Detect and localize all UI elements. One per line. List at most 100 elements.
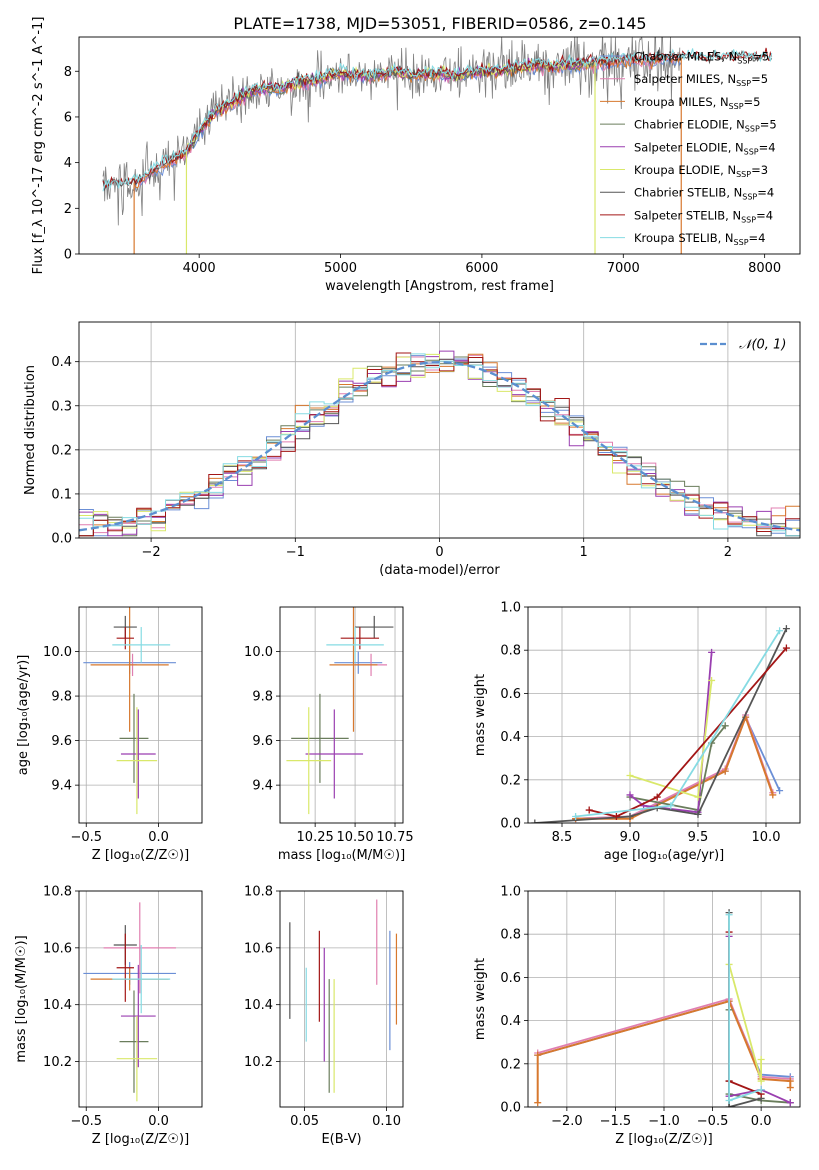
weight-marker	[708, 648, 716, 656]
model-spectrum	[102, 48, 773, 192]
panel-weight-vs-Z: −2.0 −1.5 −1.0 −0.5 0.0 0.0 0.2 0.4 0.6 0.8 1.0 Z […	[473, 885, 801, 1147]
x-tick-label: 0.0	[148, 830, 169, 845]
x-tick-label: 0.10	[372, 1114, 401, 1129]
plot-area	[83, 902, 176, 1102]
weight-line	[575, 714, 781, 820]
weight-marker	[721, 767, 729, 775]
y-tick-label: 1.0	[500, 601, 521, 616]
legend-label: Salpeter MILES, NSSP=5	[634, 72, 768, 88]
weight-marker	[757, 1086, 765, 1094]
panel-residuals: −2 −1 0 1 2 0.0 0.1 0.2 0.3 0.4 (data-model)/error…	[23, 321, 801, 578]
x-tick-label: 0.0	[148, 1114, 169, 1129]
x-axis-label: wavelength [Angstrom, rest frame]	[325, 279, 554, 294]
y-axis-label: Normed distribution	[23, 365, 38, 495]
legend-label: Kroupa STELIB, NSSP=4	[634, 231, 765, 247]
figure-title: PLATE=1738, MJD=53051, FIBERID=0586, z=0…	[233, 14, 646, 33]
axes-frame	[279, 890, 404, 1108]
weight-marker	[534, 1099, 542, 1107]
panel-age-vs-mass: 10.25 10.50 10.75 9.4 9.6 9.8 10.0 mass [log₁₀(…	[244, 606, 414, 863]
x-tick-label: −0.5	[70, 830, 102, 845]
x-tick-label: −1.0	[648, 1114, 680, 1129]
y-tick-label: 10.4	[244, 998, 273, 1013]
y-tick-label: 10.2	[43, 1055, 72, 1070]
y-tick-label: 10.0	[244, 645, 273, 660]
axes-frame	[78, 36, 801, 255]
y-tick-label: 10.8	[43, 885, 72, 900]
x-tick-label: 0	[435, 545, 443, 560]
y-axis-label: mass [log₁₀(M/M☉)]	[14, 935, 29, 1062]
weight-marker	[667, 802, 675, 810]
y-tick-label: 0.4	[500, 1014, 521, 1029]
y-tick-label: 0.8	[500, 928, 521, 943]
x-tick-label: −0.5	[70, 1114, 102, 1129]
weight-marker	[782, 644, 790, 652]
plot-area	[534, 909, 794, 1107]
y-tick-label: 4	[64, 156, 72, 171]
y-tick-label: 9.4	[252, 779, 273, 794]
weight-marker	[757, 1077, 765, 1085]
plot-area	[289, 899, 398, 1093]
weight-marker	[626, 791, 634, 799]
x-tick-label: 10.75	[376, 830, 413, 845]
y-tick-label: 9.8	[252, 690, 273, 705]
panel-weight-vs-age: 8.5 9.0 9.5 10.0 0.0 0.2 0.4 0.6 0.8 1.0 age [log₁…	[473, 601, 801, 863]
y-tick-label: 9.8	[51, 690, 72, 705]
weight-line	[575, 712, 774, 820]
legend-label: Chabrier MILES, NSSP=5	[634, 50, 769, 66]
x-tick-label: 6000	[465, 261, 498, 276]
weight-marker	[531, 819, 539, 823]
y-tick-label: 0.4	[500, 730, 521, 745]
x-tick-label: −2.0	[551, 1114, 583, 1129]
x-axis-label: Z [log₁₀(Z/Z☉)]	[92, 848, 189, 863]
legend-label: Kroupa ELODIE, NSSP=3	[634, 163, 768, 179]
y-tick-label: 10.6	[244, 941, 273, 956]
weight-line	[728, 914, 762, 1102]
y-tick-label: 0.6	[500, 971, 521, 986]
x-axis-label: (data-model)/error	[379, 563, 500, 578]
axes-frame	[78, 606, 203, 824]
x-axis-label: E(B-V)	[321, 1132, 361, 1147]
plot-area	[286, 607, 394, 815]
y-tick-label: 10.8	[244, 885, 273, 900]
y-tick-label: 1.0	[500, 885, 521, 900]
plot-area	[83, 607, 176, 815]
x-tick-label: 0.05	[290, 1114, 319, 1129]
panel-mass-vs-ebv: 0.05 0.10 10.2 10.4 10.6 10.8 E(B-V)	[244, 885, 404, 1147]
x-tick-label: 9.5	[688, 830, 709, 845]
x-tick-label: 7000	[607, 261, 640, 276]
panel-age-vs-Z: −0.5 0.0 9.4 9.6 9.8 10.0 Z [log₁₀(Z/Z☉)] age […	[16, 606, 203, 863]
y-tick-label: 0.8	[500, 644, 521, 659]
legend-label: Salpeter ELODIE, NSSP=4	[634, 140, 776, 156]
axes-frame	[527, 890, 801, 1108]
legend-label: Kroupa MILES, NSSP=5	[634, 95, 760, 111]
x-tick-label: 2	[724, 545, 732, 560]
weight-marker	[653, 793, 661, 801]
y-tick-label: 10.4	[43, 998, 72, 1013]
x-tick-label: −0.5	[697, 1114, 729, 1129]
y-tick-label: 0.1	[51, 487, 72, 502]
weight-marker	[725, 911, 733, 919]
observed-spectrum	[102, 37, 681, 226]
y-axis-label: mass weight	[473, 674, 488, 756]
y-tick-label: 9.6	[51, 734, 72, 749]
weight-marker	[612, 813, 620, 821]
y-tick-label: 0.2	[51, 443, 72, 458]
plot-area	[79, 350, 800, 537]
axes-frame	[279, 606, 404, 824]
legend-label: Chabrier ELODIE, NSSP=5	[634, 118, 777, 134]
x-tick-label: 10.50	[336, 830, 373, 845]
axes-frame	[78, 890, 203, 1108]
x-tick-label: 4000	[183, 261, 216, 276]
weight-marker	[721, 722, 729, 730]
y-tick-label: 0.3	[51, 399, 72, 414]
weight-marker	[786, 1077, 794, 1085]
y-axis-label: mass weight	[473, 958, 488, 1040]
weight-marker	[725, 1103, 733, 1107]
y-tick-label: 10.2	[244, 1055, 273, 1070]
weight-marker	[694, 793, 702, 801]
weight-line	[575, 714, 774, 820]
plot-area	[531, 625, 790, 823]
x-tick-label: 1	[580, 545, 588, 560]
weight-line	[629, 725, 726, 812]
weight-marker	[572, 813, 580, 821]
